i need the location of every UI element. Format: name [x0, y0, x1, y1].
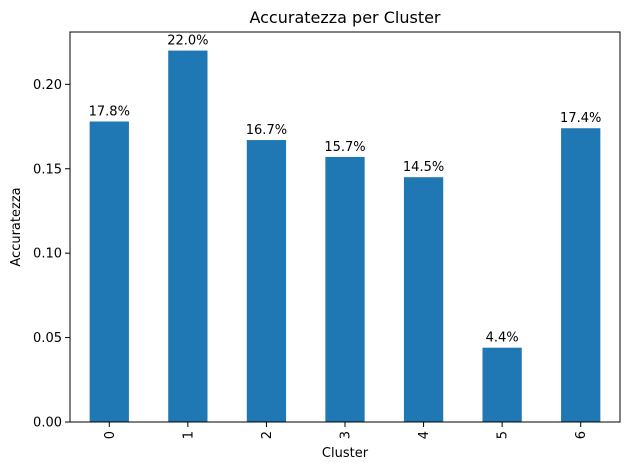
plot-area: 17.8% 22.0% 16.7% 15.7% 14.5% 4.4% 17.4% 0.00 0.…: [33, 31, 621, 439]
data-label-2: 16.7%: [246, 123, 287, 138]
y-tick-label: 0.15: [33, 162, 62, 177]
x-tick-label: 2: [260, 431, 275, 439]
data-label-3: 15.7%: [324, 140, 365, 155]
x-tick-label: 1: [181, 431, 196, 439]
data-label-5: 4.4%: [486, 331, 519, 346]
y-tick-label: 0.10: [33, 247, 62, 262]
bar-6: [561, 128, 601, 422]
axes-frame: [69, 31, 621, 423]
bar-5: [482, 347, 522, 422]
x-tick-label: 3: [339, 431, 354, 439]
bar-3: [325, 156, 365, 422]
y-axis-label: Accuratezza: [9, 187, 24, 266]
bar-4: [403, 177, 444, 422]
x-axis-label: Cluster: [322, 446, 369, 461]
y-tick-label: 0.20: [33, 78, 62, 93]
chart-title: Accuratezza per Cluster: [249, 8, 440, 27]
data-label-4: 14.5%: [403, 160, 444, 175]
data-label-6: 17.4%: [560, 111, 601, 126]
x-tick-label: 4: [417, 431, 432, 439]
x-tick-label: 0: [103, 431, 118, 439]
y-tick-label: 0.05: [33, 331, 62, 346]
bar-0: [89, 121, 129, 422]
bar-2: [246, 140, 287, 422]
x-tick-label: 5: [496, 431, 511, 439]
data-label-0: 17.8%: [89, 104, 130, 119]
x-tick-label: 6: [574, 431, 589, 439]
y-tick-label: 0.00: [33, 416, 62, 431]
data-label-1: 22.0%: [167, 34, 208, 49]
bar-1: [168, 50, 208, 422]
